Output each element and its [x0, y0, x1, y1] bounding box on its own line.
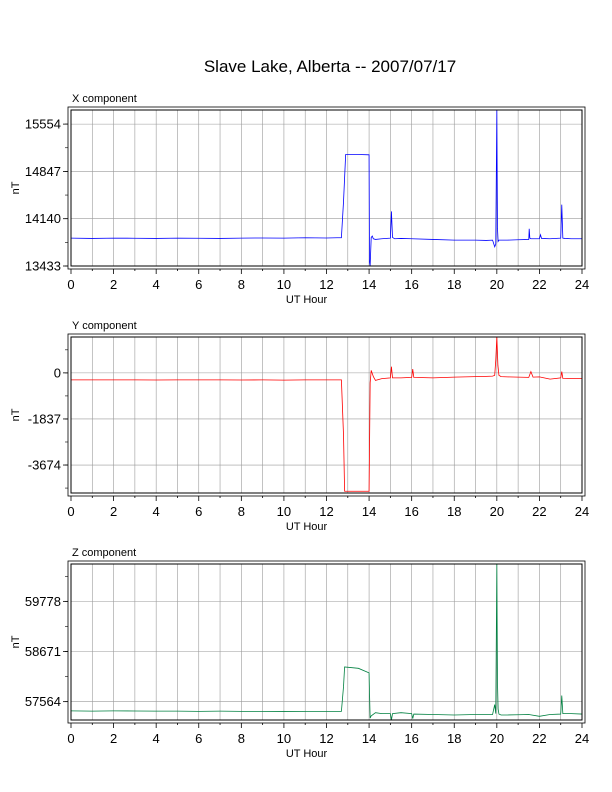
x-tick-label: 10 — [277, 504, 291, 519]
x-axis-label: UT Hour — [286, 294, 328, 306]
series-line-1 — [70, 563, 583, 721]
x-tick-label: 8 — [238, 277, 245, 292]
x-tick-label: 18 — [447, 504, 461, 519]
x-tick-label: 0 — [67, 731, 74, 746]
y-tick-label: 15554 — [25, 117, 61, 132]
x-tick-label: 12 — [319, 731, 333, 746]
y-tick-label: 57564 — [25, 694, 61, 709]
x-tick-label: 22 — [532, 277, 546, 292]
x-tick-label: 18 — [447, 277, 461, 292]
plot-frame — [70, 109, 583, 267]
x-tick-label: 4 — [153, 731, 160, 746]
x-axis-label: UT Hour — [286, 748, 328, 760]
x-tick-label: 20 — [490, 504, 504, 519]
x-tick-label: 22 — [532, 504, 546, 519]
x-tick-label: 10 — [277, 731, 291, 746]
x-tick-label: 16 — [404, 504, 418, 519]
y-tick-label: 0 — [54, 365, 61, 380]
x-axis-label: UT Hour — [286, 521, 328, 533]
x-tick-label: 8 — [238, 731, 245, 746]
y-tick-label: 14140 — [25, 211, 61, 226]
x-tick-label: 12 — [319, 277, 333, 292]
x-tick-label: 8 — [238, 504, 245, 519]
x-tick-label: 22 — [532, 731, 546, 746]
x-tick-label: 2 — [110, 277, 117, 292]
panel-title: X component — [72, 93, 137, 105]
y-tick-label: 14847 — [25, 164, 61, 179]
x-tick-label: 24 — [575, 731, 589, 746]
plot-frame — [70, 563, 583, 721]
x-tick-label: 6 — [195, 504, 202, 519]
y-tick-label: 13433 — [25, 259, 61, 274]
x-tick-label: 4 — [153, 277, 160, 292]
x-tick-label: 20 — [490, 731, 504, 746]
x-tick-label: 6 — [195, 731, 202, 746]
series-line-1 — [70, 109, 582, 266]
x-tick-label: 24 — [575, 504, 589, 519]
x-tick-label: 16 — [404, 277, 418, 292]
x-tick-label: 14 — [362, 731, 376, 746]
y-axis-label: nT — [10, 181, 22, 194]
x-tick-label: 4 — [153, 504, 160, 519]
x-tick-label: 2 — [110, 731, 117, 746]
panel-title: Y component — [72, 320, 137, 332]
y-tick-label: 58671 — [25, 644, 61, 659]
chart-panel-1: 0 2 4 6 8 10 12 14 16 18 20 22 241343314140148471555… — [10, 93, 589, 306]
y-axis-label: nT — [10, 408, 22, 421]
x-tick-label: 16 — [404, 731, 418, 746]
x-tick-label: 18 — [447, 731, 461, 746]
y-axis-label: nT — [10, 635, 22, 648]
page-title: Slave Lake, Alberta -- 2007/07/17 — [203, 57, 457, 76]
x-tick-label: 20 — [490, 277, 504, 292]
x-tick-label: 2 — [110, 504, 117, 519]
panel-title: Z component — [72, 547, 136, 559]
series-line-1 — [71, 336, 583, 492]
x-tick-label: 0 — [67, 504, 74, 519]
plot-frame — [70, 336, 583, 494]
y-tick-label: -3674 — [28, 458, 61, 473]
y-tick-label: 59778 — [25, 594, 61, 609]
x-tick-label: 6 — [195, 277, 202, 292]
y-tick-label: -1837 — [28, 411, 61, 426]
x-tick-label: 14 — [362, 504, 376, 519]
x-tick-label: 12 — [319, 504, 333, 519]
x-tick-label: 10 — [277, 277, 291, 292]
x-tick-label: 14 — [362, 277, 376, 292]
x-tick-label: 24 — [575, 277, 589, 292]
x-tick-label: 0 — [67, 277, 74, 292]
